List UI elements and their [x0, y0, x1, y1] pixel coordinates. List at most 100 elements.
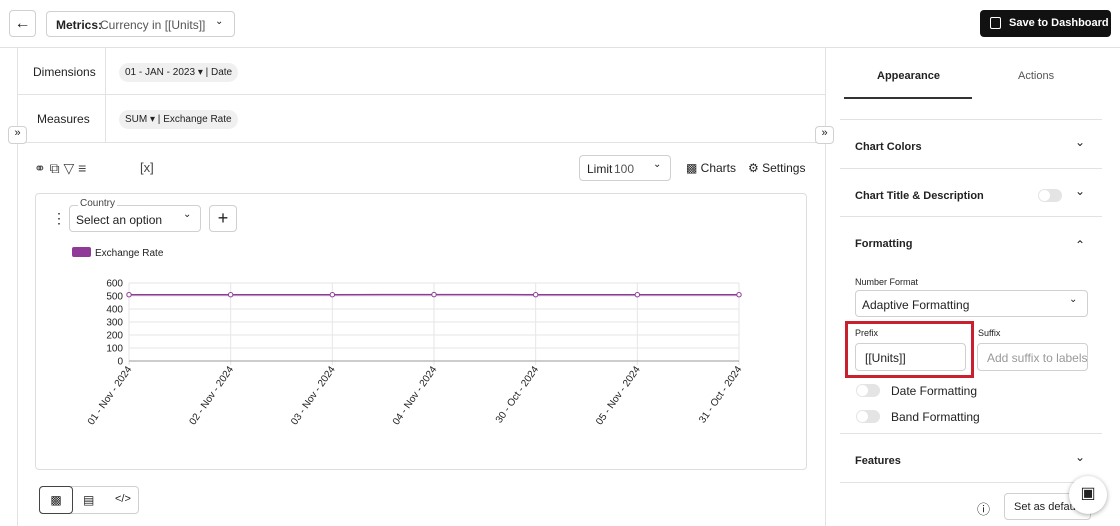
dimension-chip[interactable]: 01 - JAN - 2023 ▾ | Date [119, 63, 239, 82]
menu-dots[interactable]: ⋮ [52, 210, 66, 226]
section-title[interactable]: Features [855, 455, 901, 467]
measures-label: Measures [37, 112, 90, 126]
number-format-select[interactable]: Adaptive Formatting ⌄ [855, 290, 1088, 317]
metrics-value: Currency in [[Units]] [100, 18, 206, 32]
y-tick-label: 0 [117, 357, 123, 368]
save-button[interactable]: Save to Dashboard [980, 10, 1111, 37]
metrics-label: Metrics: [56, 18, 103, 32]
divider [17, 142, 825, 143]
view-switch[interactable]: ▩ ▤ </> [39, 486, 139, 514]
toggle-label: Band Formatting [891, 410, 980, 424]
point [227, 292, 234, 298]
field-label: Suffix [978, 328, 1001, 338]
chip-field: Exchange Rate [163, 114, 232, 125]
chevron: ⌄ [183, 209, 192, 220]
tab[interactable]: Actions [1018, 70, 1055, 82]
chart: 0 100 200 300 400 500 600 01 - Nov - 2024 02 - N… [72, 247, 745, 427]
point [126, 292, 132, 298]
y-tick-label: 100 [106, 344, 123, 355]
tab-indicator [844, 97, 972, 99]
chip-text: 01 - JAN - 2023 [125, 67, 196, 78]
charts-label: Charts [700, 161, 737, 175]
y-tick-label: 300 [106, 318, 123, 329]
button-label: Set as default [1014, 501, 1082, 513]
select-value: Adaptive Formatting [862, 298, 970, 312]
section-title[interactable]: Chart Colors [855, 141, 922, 153]
toggle[interactable] [1038, 189, 1062, 202]
measure-chip[interactable]: SUM ▾ | Exchange Rate [119, 110, 238, 129]
collapse-button[interactable]: » [8, 126, 27, 144]
field-label: Number Format [855, 277, 919, 287]
divider [17, 94, 825, 95]
prefix-input[interactable]: [[Units]] [855, 343, 966, 371]
legend-swatch [72, 247, 91, 257]
point [431, 291, 437, 298]
divider [0, 47, 1120, 48]
y-tick-label: 600 [106, 279, 123, 290]
settings-button[interactable]: ⚙ Settings [748, 161, 806, 175]
limit-label: Limit [587, 162, 613, 176]
chevron[interactable]: ⌄ [1075, 135, 1086, 149]
chat-button[interactable]: ▣ [1069, 476, 1107, 514]
chevron[interactable]: ⌄ [1075, 450, 1086, 464]
x-tick-label: 03 - Nov - 2024 [289, 364, 338, 427]
section-title[interactable]: Formatting [855, 238, 913, 250]
info-icon[interactable]: ⓘ [977, 502, 991, 517]
x-tick-label: 02 - Nov - 2024 [188, 364, 237, 427]
collapse-button[interactable]: » [815, 126, 834, 144]
chevron[interactable]: ⌄ [1075, 184, 1086, 198]
y-tick-label: 400 [106, 305, 123, 316]
chevron: ⌄ [215, 16, 224, 27]
x-tick-label: 30 - Oct - 2024 [494, 364, 542, 425]
point [532, 292, 539, 298]
divider [840, 216, 1102, 217]
y-tick-label: 500 [106, 292, 123, 303]
divider [17, 47, 18, 526]
settings-label: Settings [762, 161, 806, 175]
divider [825, 47, 826, 526]
code-view[interactable]: </> [115, 493, 131, 505]
toggle[interactable] [856, 384, 880, 397]
chart-card [35, 193, 807, 470]
chip-text: SUM [125, 114, 148, 125]
legend-label: Exchange Rate [95, 248, 164, 259]
variables-button[interactable]: [x] [140, 160, 154, 175]
tab[interactable]: Appearance [877, 70, 940, 82]
x-tick-label: 04 - Nov - 2024 [391, 364, 440, 427]
field-label: Prefix [855, 328, 879, 338]
divider [840, 119, 1102, 120]
toggle-label: Date Formatting [891, 384, 978, 398]
back-button[interactable]: ← [9, 10, 36, 37]
x-tick-label: 01 - Nov - 2024 [86, 364, 135, 427]
x-tick-label: 05 - Nov - 2024 [594, 364, 643, 427]
x-tick-label: 31 - Oct - 2024 [697, 364, 745, 425]
dimensions-label: Dimensions [33, 65, 96, 79]
divider [840, 482, 1102, 483]
metrics-dropdown[interactable]: Metrics: Currency in [[Units]] ⌄ [46, 11, 235, 37]
chevron[interactable]: ⌃ [1075, 238, 1086, 252]
section-title[interactable]: Chart Title & Description [855, 190, 984, 202]
suffix-input[interactable]: Add suffix to labels [977, 343, 1088, 371]
limit-value: 100 [614, 162, 635, 176]
input-placeholder: Add suffix to labels [987, 351, 1088, 365]
filter-label: Country [78, 198, 118, 209]
toggle[interactable] [856, 410, 880, 423]
y-tick-label: 200 [106, 331, 123, 342]
limit-select[interactable]: Limit 100 ⌄ [579, 155, 671, 181]
charts-button[interactable]: ▩ Charts [686, 161, 737, 175]
chart-view[interactable]: ▩ [39, 486, 73, 514]
table-view[interactable]: ▤ [83, 493, 95, 507]
divider [840, 168, 1102, 169]
chip-field: Date [211, 67, 233, 78]
divider [840, 433, 1102, 434]
save-icon [990, 17, 1001, 29]
toolbar-icons[interactable]: ⚭ ⧉ ▽ ≡ [34, 160, 87, 176]
point [736, 292, 742, 298]
point [329, 292, 336, 298]
save-label: Save to Dashboard [1009, 17, 1109, 29]
point [634, 292, 641, 298]
add-filter[interactable]: + [209, 205, 237, 232]
filter-select[interactable]: Country Select an option ⌄ [69, 198, 201, 232]
filter-placeholder: Select an option [76, 213, 163, 227]
